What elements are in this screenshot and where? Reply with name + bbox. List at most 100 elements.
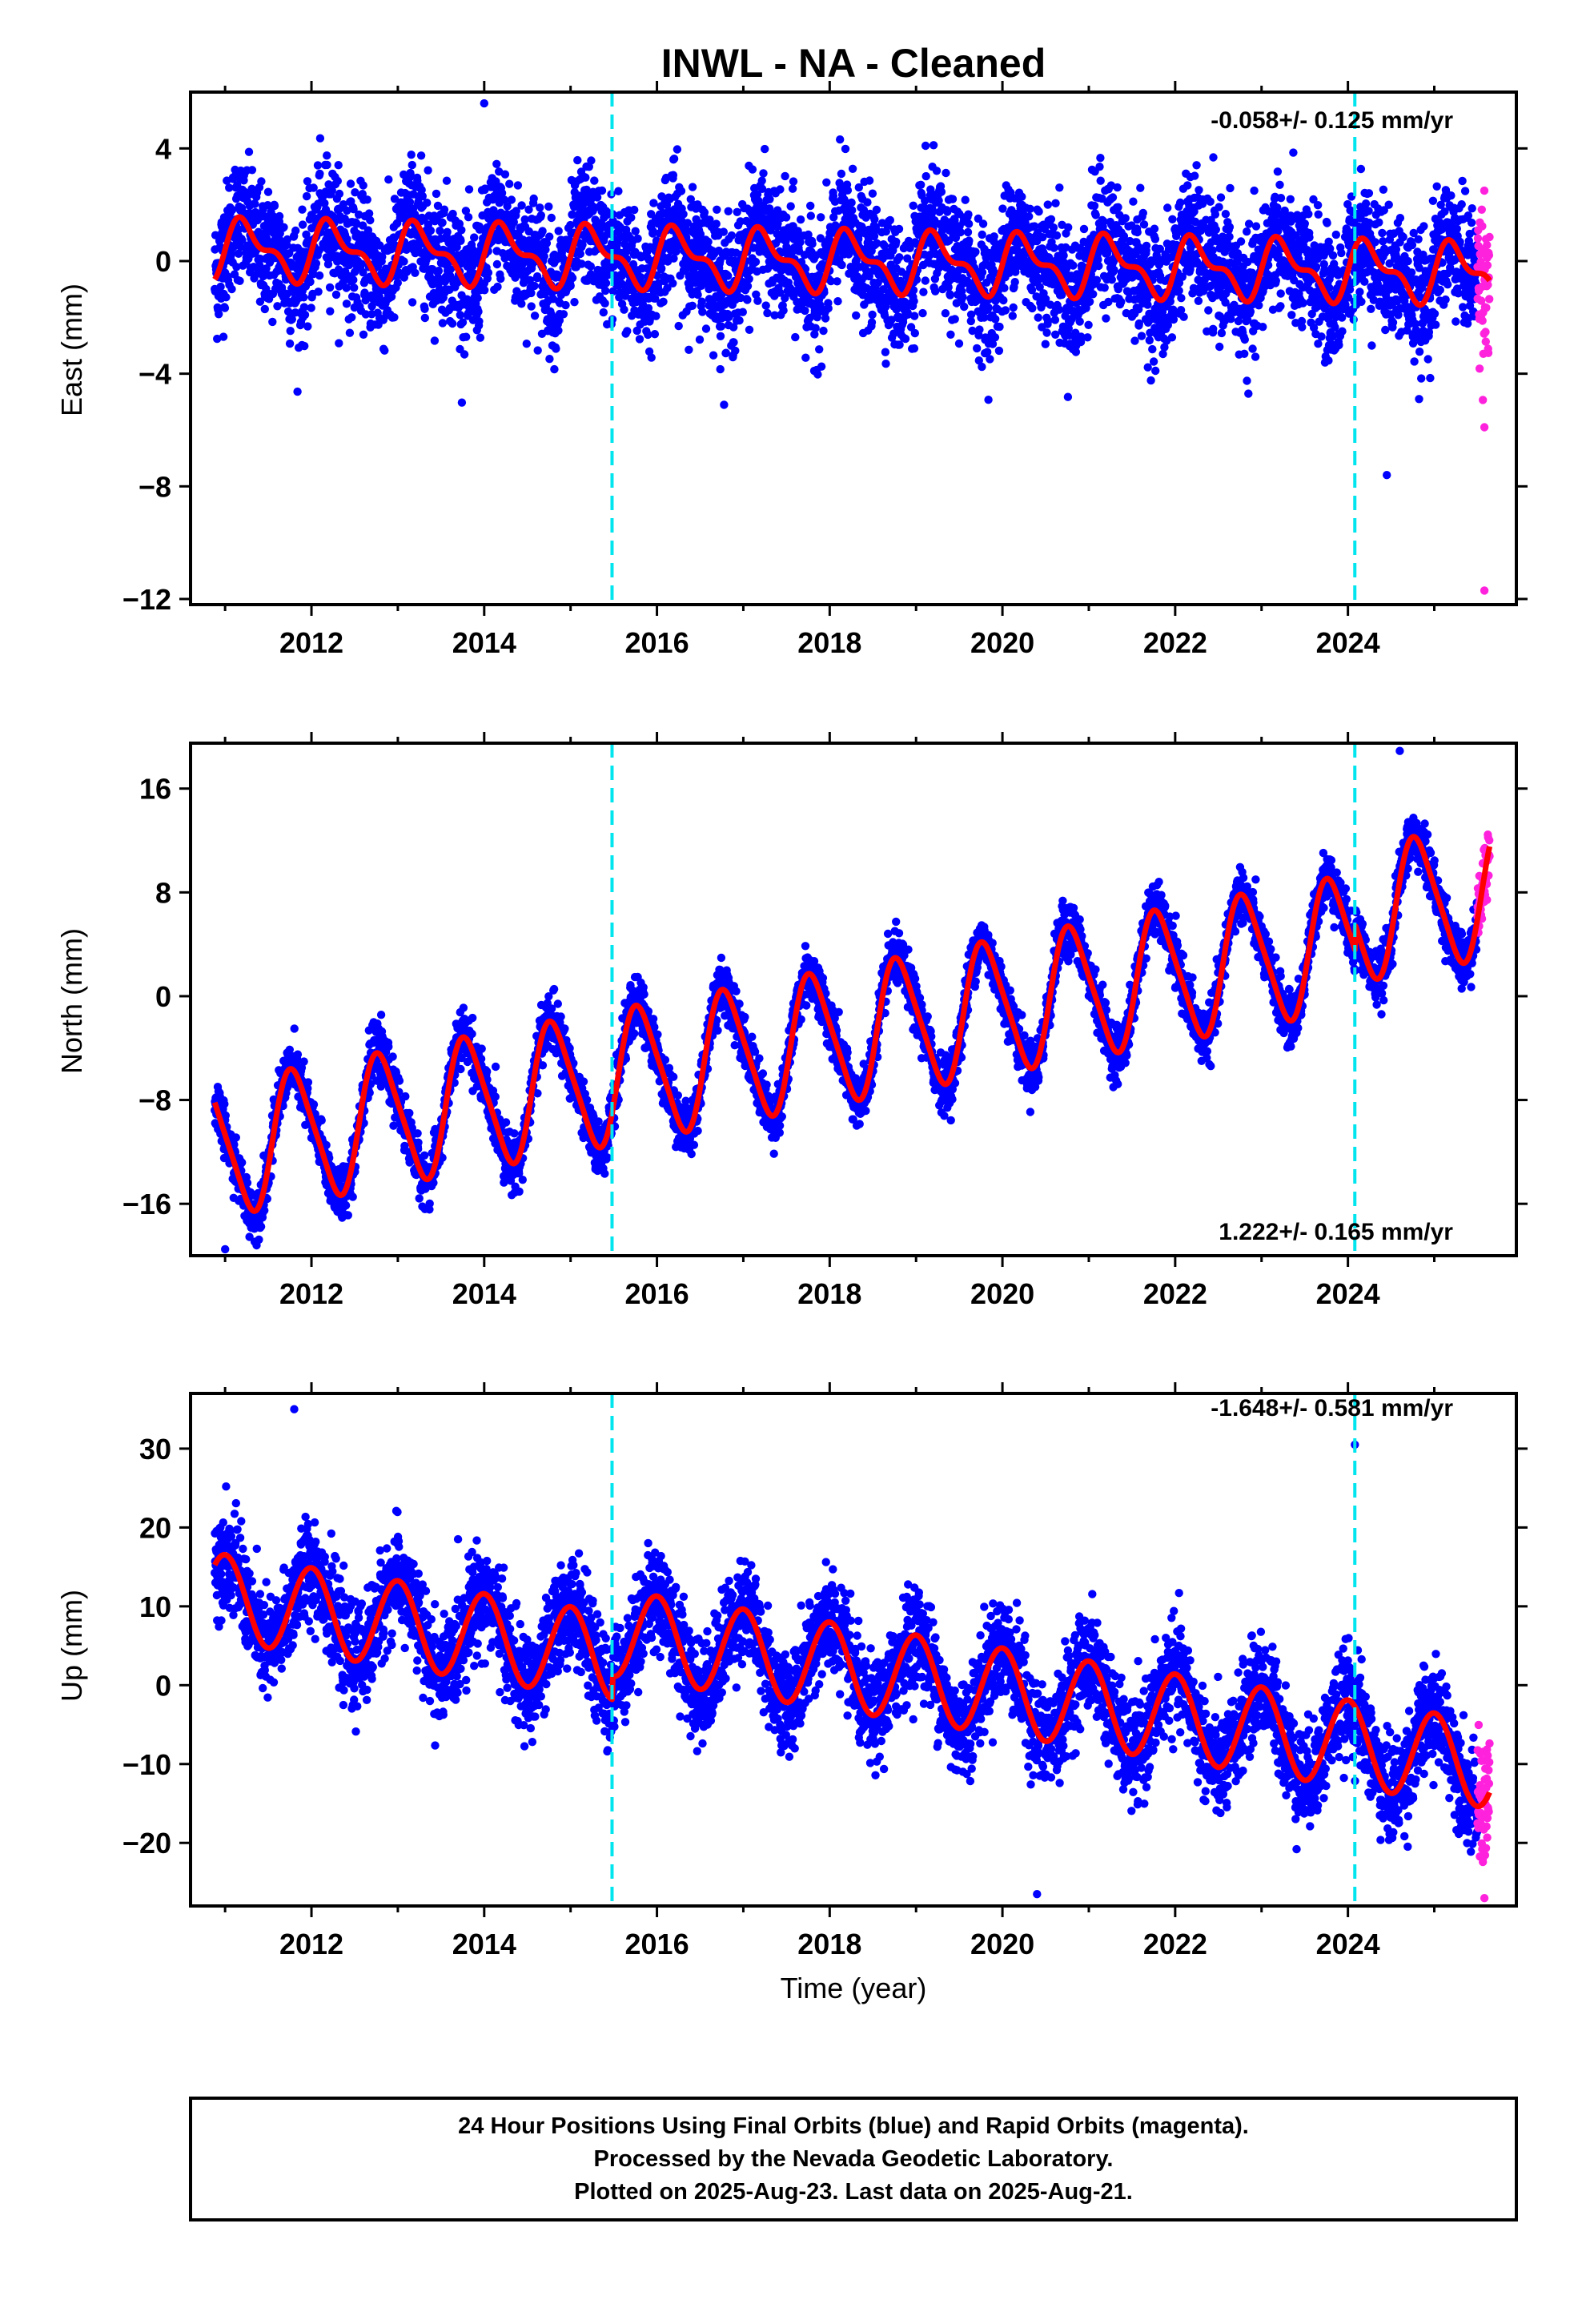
east-point <box>921 171 930 181</box>
east-point <box>291 226 300 235</box>
east-point <box>360 288 369 297</box>
east-point <box>745 275 753 283</box>
east-point <box>614 187 623 195</box>
east-point <box>275 211 284 221</box>
east-point <box>1107 275 1117 284</box>
east-point <box>503 202 512 211</box>
east-point <box>745 325 754 334</box>
east-point <box>848 206 857 215</box>
east-point <box>1114 203 1122 211</box>
east-point <box>384 175 393 184</box>
east-point <box>1244 389 1253 398</box>
east-point <box>917 180 926 189</box>
east-point <box>475 317 484 326</box>
east-point <box>1248 344 1257 353</box>
east-point <box>1289 148 1298 157</box>
east-point <box>698 308 707 316</box>
east-point <box>961 195 970 204</box>
east-point <box>1192 161 1201 170</box>
east-point <box>545 232 554 241</box>
east-point <box>492 259 502 269</box>
east-point <box>721 348 730 357</box>
east-point <box>1251 222 1261 231</box>
east-point <box>363 195 371 204</box>
east-point <box>669 155 679 163</box>
east-point <box>1243 227 1251 236</box>
east-point <box>1085 297 1094 306</box>
east-point <box>761 301 770 310</box>
east-point <box>359 330 368 339</box>
east-point <box>432 189 441 199</box>
east-point <box>349 205 358 214</box>
east-point <box>544 202 553 211</box>
east-point <box>1328 251 1338 260</box>
east-point <box>865 176 874 185</box>
east-point <box>1075 317 1084 326</box>
east-point <box>570 298 579 307</box>
east-point <box>1009 303 1018 312</box>
east-point <box>455 219 464 228</box>
east-point <box>327 186 336 195</box>
east-point <box>1337 248 1346 258</box>
east-point <box>220 304 230 312</box>
east-point <box>436 227 444 235</box>
east-point <box>627 213 636 222</box>
east-point <box>763 308 772 318</box>
east-point <box>921 141 930 151</box>
east-point <box>1378 228 1387 238</box>
east-point <box>852 311 861 320</box>
east-point <box>881 360 890 368</box>
east-point <box>520 215 529 224</box>
east-point <box>302 191 311 201</box>
east-point <box>285 339 295 348</box>
east-point <box>1042 328 1051 337</box>
east-point <box>910 328 920 338</box>
east-point <box>550 364 559 374</box>
east-point <box>234 249 243 258</box>
east-point <box>420 304 429 313</box>
east-point <box>1357 297 1366 306</box>
east-point <box>1083 333 1092 342</box>
east-point <box>1361 199 1371 208</box>
east-point <box>909 201 917 210</box>
east-point <box>848 164 857 173</box>
east-point <box>367 302 376 311</box>
east-point <box>530 281 539 291</box>
east-point <box>408 298 417 307</box>
east-point <box>733 207 741 216</box>
east-point <box>456 311 464 320</box>
east-point <box>1028 304 1037 313</box>
east-point <box>496 274 505 283</box>
east-point <box>1137 332 1146 340</box>
east-point <box>430 336 440 345</box>
east-point <box>378 252 387 261</box>
east-point <box>986 355 994 364</box>
east-point <box>921 276 930 285</box>
east-ylabel: East (mm) <box>55 283 88 416</box>
east-point <box>566 220 575 230</box>
east-point <box>674 321 683 331</box>
east-point <box>260 304 269 314</box>
east-point <box>929 141 938 150</box>
east-point <box>1314 210 1323 219</box>
east-point <box>586 262 595 271</box>
east-point <box>759 169 768 178</box>
east-point <box>315 134 325 143</box>
east-point <box>213 334 222 344</box>
east-point <box>1133 227 1142 237</box>
east-point <box>635 335 644 344</box>
east-point <box>1168 215 1177 223</box>
east-point <box>685 345 693 354</box>
east-point <box>263 201 272 210</box>
east-point <box>729 323 738 332</box>
east-point <box>597 186 607 195</box>
east-point <box>801 353 810 362</box>
east-point <box>1191 171 1199 180</box>
east-point <box>811 324 820 332</box>
east-point <box>555 316 564 325</box>
east-point <box>843 186 853 195</box>
east-point <box>791 332 800 342</box>
east-point <box>892 237 901 247</box>
east-point <box>533 346 542 355</box>
east-point <box>303 177 312 186</box>
